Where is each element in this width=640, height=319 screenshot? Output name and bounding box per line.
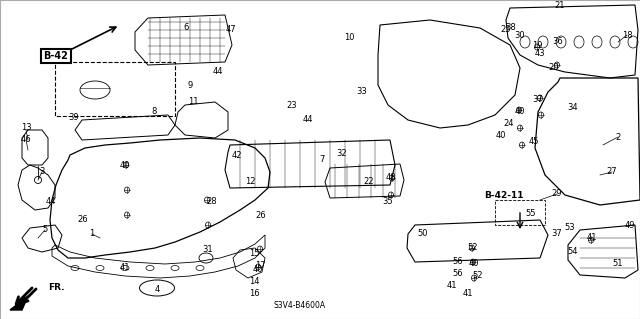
Text: 40: 40 [496, 130, 506, 139]
Text: 52: 52 [468, 242, 478, 251]
Text: 41: 41 [463, 288, 473, 298]
Text: 35: 35 [383, 197, 394, 205]
Text: 20: 20 [548, 63, 559, 71]
Text: 34: 34 [568, 103, 579, 113]
Text: 41: 41 [120, 263, 131, 272]
Bar [495, 200, 545, 225]
Text: 36: 36 [552, 36, 563, 46]
Bar [55, 62, 175, 116]
Text: 37: 37 [552, 228, 563, 238]
Text: B-42-11: B-42-11 [484, 190, 524, 199]
Text: 24: 24 [504, 120, 515, 129]
Text: 40: 40 [468, 258, 479, 268]
Text: 54: 54 [568, 248, 579, 256]
Text: 32: 32 [337, 149, 348, 158]
Text: 11: 11 [188, 98, 198, 107]
Text: 3: 3 [39, 167, 45, 176]
Text: 43: 43 [534, 49, 545, 58]
Text: 27: 27 [607, 167, 618, 176]
Text: 40: 40 [515, 108, 525, 116]
Text: 5: 5 [42, 226, 47, 234]
Text: 41: 41 [447, 280, 457, 290]
Text: 13: 13 [20, 123, 31, 132]
Text: 39: 39 [68, 114, 79, 122]
Text: 42: 42 [232, 152, 243, 160]
Text: 30: 30 [515, 31, 525, 40]
Text: S3V4-B4600A: S3V4-B4600A [274, 300, 326, 309]
Text: 23: 23 [287, 100, 298, 109]
Text: 56: 56 [452, 256, 463, 265]
Text: 2: 2 [616, 132, 621, 142]
Text: 15: 15 [249, 249, 259, 258]
Text: 46: 46 [20, 136, 31, 145]
Text: 29: 29 [552, 189, 563, 198]
Text: 49: 49 [625, 221, 636, 231]
Text: 44: 44 [303, 115, 313, 124]
Text: 31: 31 [203, 244, 213, 254]
Text: 4: 4 [154, 286, 159, 294]
Text: 44: 44 [212, 66, 223, 76]
Text: 26: 26 [77, 216, 88, 225]
Text: 25: 25 [500, 25, 511, 33]
Text: 26: 26 [256, 211, 266, 219]
Text: 28: 28 [207, 197, 218, 205]
Text: 47: 47 [226, 25, 236, 33]
Text: 40: 40 [253, 265, 263, 275]
Text: 55: 55 [525, 209, 536, 218]
Text: 51: 51 [612, 259, 623, 269]
Text: 37: 37 [532, 94, 543, 103]
Text: 38: 38 [506, 23, 516, 32]
Text: 21: 21 [555, 2, 565, 11]
Text: B-42: B-42 [44, 51, 68, 61]
Text: 48: 48 [386, 174, 396, 182]
Text: 6: 6 [183, 23, 189, 32]
Text: 45: 45 [529, 137, 540, 146]
Text: 17: 17 [255, 261, 266, 270]
Text: FR.: FR. [48, 284, 65, 293]
Text: 56: 56 [452, 269, 463, 278]
Text: 18: 18 [621, 31, 632, 40]
Polygon shape [10, 296, 28, 310]
Text: 52: 52 [473, 271, 483, 279]
Text: 53: 53 [564, 224, 575, 233]
Text: 9: 9 [188, 81, 193, 91]
Text: 7: 7 [319, 154, 324, 164]
Text: 40: 40 [120, 161, 131, 170]
Text: 12: 12 [244, 177, 255, 187]
Text: 8: 8 [151, 108, 157, 116]
Text: 41: 41 [587, 233, 597, 241]
Text: 33: 33 [356, 87, 367, 97]
Text: 1: 1 [90, 229, 95, 239]
Text: 44: 44 [45, 197, 56, 205]
Text: 22: 22 [364, 177, 374, 187]
Text: 19: 19 [532, 41, 542, 49]
Text: 50: 50 [418, 228, 428, 238]
Text: 10: 10 [344, 33, 355, 42]
Text: 14: 14 [249, 277, 259, 286]
Text: 16: 16 [249, 290, 259, 299]
